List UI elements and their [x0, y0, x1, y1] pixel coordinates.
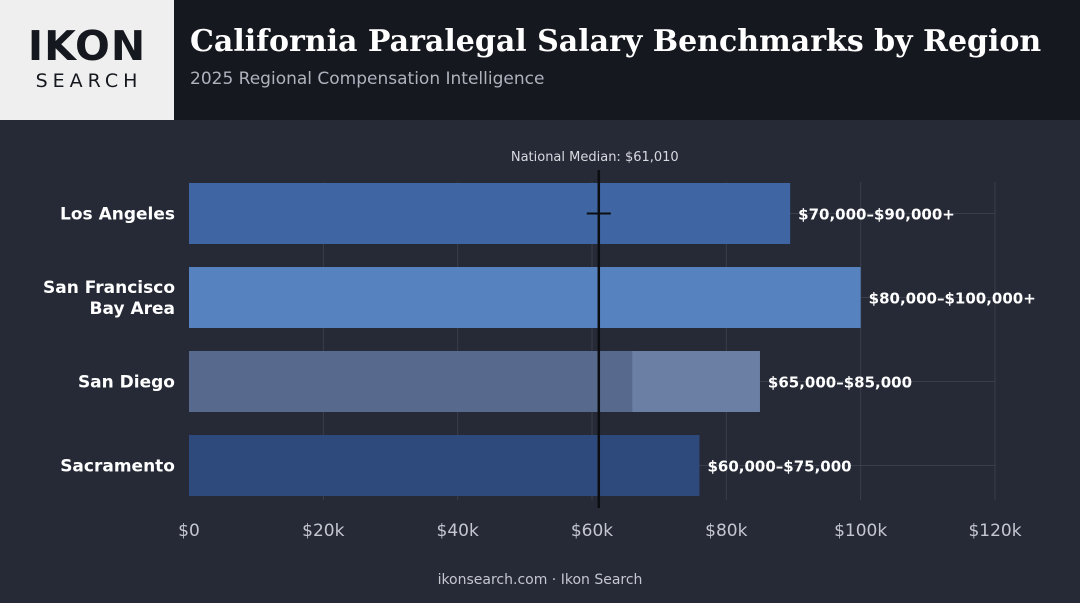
- category-label: Los Angeles: [60, 205, 175, 225]
- bar-highlight-segment: [632, 351, 760, 412]
- x-tick-label: $0: [178, 521, 200, 541]
- median-label: National Median: $61,010: [511, 150, 679, 165]
- brand-tagline: SEARCH: [35, 70, 143, 92]
- bar[interactable]: [189, 183, 791, 244]
- brand-name: IKON: [27, 22, 147, 70]
- chart-subtitle: 2025 Regional Compensation Intelligence: [190, 69, 545, 89]
- bar[interactable]: [189, 267, 861, 328]
- brand-logo: IKON SEARCH: [0, 0, 174, 120]
- category-label: Sacramento: [60, 457, 175, 477]
- value-label: $80,000–$100,000+: [869, 290, 1036, 308]
- header: IKON SEARCH California Paralegal Salary …: [0, 0, 1080, 120]
- category-label: San Diego: [78, 373, 175, 393]
- chart-title: California Paralegal Salary Benchmarks b…: [190, 24, 1042, 59]
- x-tick-label: $40k: [437, 521, 479, 541]
- x-tick-label: $60k: [571, 521, 613, 541]
- bar[interactable]: [189, 435, 700, 496]
- x-tick-label: $120k: [968, 521, 1021, 541]
- value-label: $70,000–$90,000+: [798, 206, 955, 224]
- category-label: Bay Area: [90, 299, 175, 319]
- value-label: $60,000–$75,000: [707, 458, 851, 476]
- category-label: San Francisco: [43, 278, 175, 298]
- footer-credit: ikonsearch.com · Ikon Search: [437, 572, 643, 588]
- value-label: $65,000–$85,000: [768, 374, 912, 392]
- x-tick-label: $20k: [302, 521, 344, 541]
- salary-bar-chart: Los Angeles $70,000–$90,000+ San Francisco…: [43, 150, 1036, 541]
- x-tick-label: $80k: [705, 521, 747, 541]
- x-tick-label: $100k: [834, 521, 887, 541]
